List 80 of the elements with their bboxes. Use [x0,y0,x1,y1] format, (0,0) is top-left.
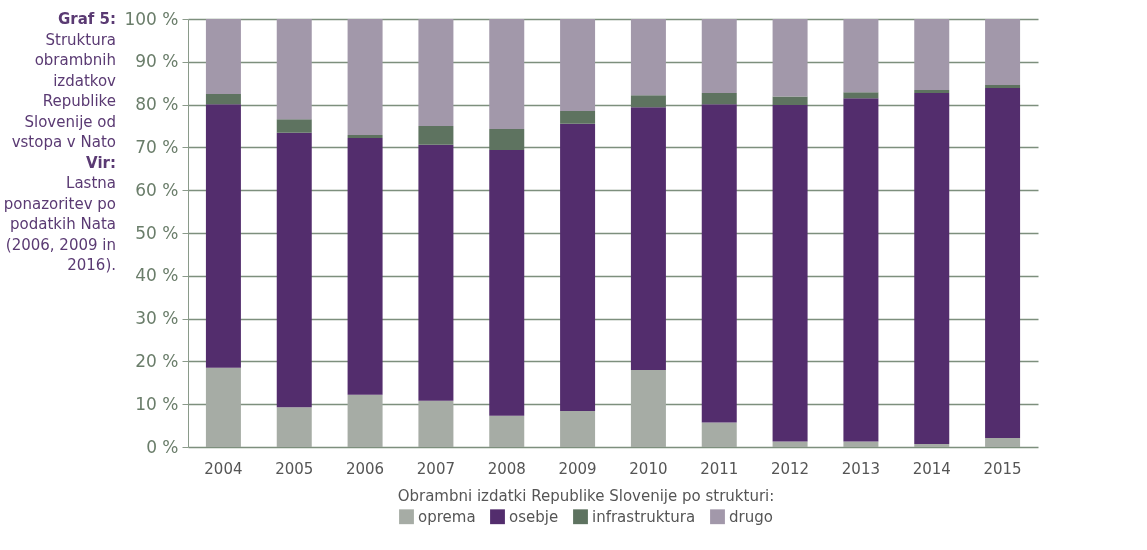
x-tick-label: 2007 [416,459,456,478]
bar [489,129,525,150]
x-tick-label: 2012 [770,459,810,478]
bar [914,444,950,447]
bar [772,441,808,447]
bar [985,19,1021,85]
bar [630,95,666,108]
bar [772,96,808,106]
y-tick-label: 70 % [135,136,179,157]
bar [560,111,596,124]
bar [914,93,950,444]
bar [418,144,454,401]
bar [276,407,312,447]
bar [630,19,666,96]
legend-title: Obrambni izdatki Republike Slovenije po strukturi: [397,487,775,505]
text: Struktura obrambnih izdatkov Republike Slovenije od vstopa v Nato [11,30,117,151]
bar [914,90,950,94]
y-tick-label: 10 % [135,393,179,414]
bar [843,19,879,93]
y-tick-label: 50 % [135,222,179,243]
bar [489,149,525,416]
bar [985,438,1021,447]
x-tick-label: 2010 [629,459,668,478]
text: Vir: [86,153,116,172]
bar [205,93,241,105]
bar [772,19,808,97]
bar [347,137,383,395]
bar [418,19,454,126]
bar [843,92,879,99]
bar [489,415,525,447]
bar [560,123,596,412]
bar [205,367,241,447]
x-tick-label: 2005 [275,459,314,478]
bar [347,394,383,447]
bar [276,119,312,133]
bar [843,98,879,442]
bar [630,369,666,447]
bar [843,441,879,447]
bar [560,19,596,112]
bar [985,87,1021,439]
y-tick-label: 60 % [135,179,179,200]
legend-label: osebje [509,507,559,526]
bar [701,19,737,94]
bar [630,107,666,370]
bar [276,132,312,408]
bar [701,104,737,423]
x-tick-label: 2008 [487,459,526,478]
bar [418,400,454,447]
bar [772,105,808,442]
x-tick-label: 2013 [841,459,881,478]
bar [489,19,525,129]
x-tick-label: 2015 [983,459,1022,478]
x-tick-label: 2006 [345,459,385,478]
bar [205,19,241,94]
bar [347,134,383,138]
text: Lastna ponazoritev po podatkih Nata (2006, 2009 in 2016). [3,174,116,274]
y-tick-label: 40 % [135,265,179,286]
legend-label: oprema [418,507,476,526]
x-tick-label: 2004 [204,459,243,478]
legend-label: drugo [729,507,773,526]
bar [560,411,596,447]
bar [205,104,241,368]
x-tick-label: 2011 [700,459,739,478]
chart-title: Graf 5: [57,10,116,28]
bar [347,19,383,135]
bar [701,93,737,105]
legend-label: infrastruktura [592,507,696,526]
bar [701,422,737,447]
x-tick-label: 2014 [912,459,951,478]
y-tick-label: 80 % [135,94,179,115]
bar [985,84,1021,88]
y-tick-label: 0 % [146,436,179,457]
bar [914,19,950,91]
bar [276,19,312,120]
x-tick-label: 2009 [558,459,597,478]
y-tick-label: 20 % [135,350,179,371]
bar [418,126,454,145]
y-tick-label: 30 % [135,308,179,329]
y-tick-label: 90 % [135,51,179,72]
y-tick-label: 100 % [124,8,179,29]
